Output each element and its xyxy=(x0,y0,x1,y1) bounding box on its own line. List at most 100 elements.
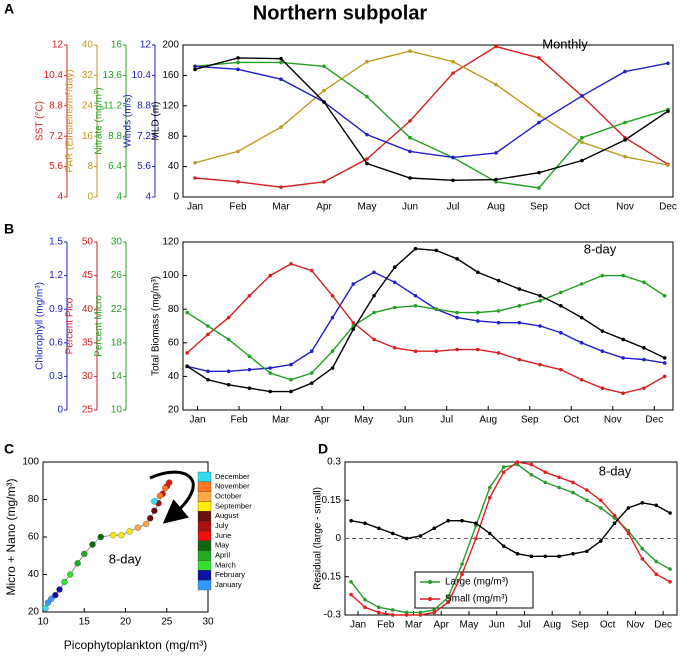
legend-label: Large (mg/m³) xyxy=(445,577,508,588)
data-point xyxy=(579,315,584,320)
y-tick-label: 100 xyxy=(162,270,179,281)
x-tick-label: Apr xyxy=(433,620,449,631)
y-tick-label: 7.2 xyxy=(137,131,151,142)
data-point xyxy=(236,149,240,154)
y-tick-label: 6.4 xyxy=(108,161,122,172)
data-point xyxy=(418,613,423,617)
x-tick-label: Mar xyxy=(272,202,290,213)
y-tick-label: 4 xyxy=(57,192,63,203)
x-tick-label: 15 xyxy=(79,617,91,628)
data-point xyxy=(349,580,353,584)
data-point xyxy=(404,610,409,615)
y-tick-label: 8 xyxy=(87,161,93,172)
series-line xyxy=(186,263,666,394)
colorbar-cell xyxy=(197,570,212,581)
panel-letter: A xyxy=(4,1,14,17)
data-point xyxy=(451,178,455,183)
data-point xyxy=(351,282,356,286)
x-tick-label: 10 xyxy=(37,617,49,628)
data-point xyxy=(668,567,672,571)
y-tick-label: 0 xyxy=(57,405,63,416)
scatter-point xyxy=(67,571,74,578)
annotation: 8-day xyxy=(584,241,617,256)
y-tick-label: 24 xyxy=(82,100,94,111)
data-point xyxy=(460,562,464,566)
data-point xyxy=(621,356,625,360)
data-point xyxy=(537,113,541,117)
data-point xyxy=(476,347,480,352)
data-point xyxy=(476,310,480,315)
data-point xyxy=(247,386,252,390)
data-point xyxy=(432,526,437,531)
data-point xyxy=(537,186,541,190)
data-point xyxy=(460,518,464,523)
series-line xyxy=(194,50,669,166)
data-point xyxy=(501,465,506,469)
data-point xyxy=(496,351,501,355)
data-point xyxy=(626,506,631,510)
x-tick-label: Nov xyxy=(616,202,634,213)
data-point xyxy=(580,94,584,98)
y-tick-label: 80 xyxy=(28,494,40,505)
data-point xyxy=(236,180,240,184)
data-point xyxy=(322,100,326,104)
y-tick-label: 1.5 xyxy=(49,237,63,248)
legend-label: Small (mg/m³) xyxy=(445,594,508,605)
colorbar-label: December xyxy=(215,472,250,481)
data-point xyxy=(279,185,283,189)
data-point xyxy=(559,304,563,308)
scatter-point xyxy=(61,578,68,586)
data-point xyxy=(666,163,670,167)
data-point xyxy=(309,268,314,273)
y-tick-label: 120 xyxy=(162,100,179,111)
y-tick-label: 25 xyxy=(82,405,94,416)
x-tick-label: Mar xyxy=(405,620,423,631)
data-point xyxy=(185,310,189,315)
y-tick-label: 20 xyxy=(168,405,180,416)
data-point xyxy=(408,49,412,53)
data-point xyxy=(668,580,672,584)
x-tick-label: Nov xyxy=(626,620,644,631)
y-tick-label: 0 xyxy=(173,192,179,203)
data-point xyxy=(579,377,584,382)
data-point xyxy=(598,539,603,543)
data-point xyxy=(372,310,376,315)
y-axis-label: MLD (m) xyxy=(151,102,162,141)
trajectory xyxy=(45,482,170,609)
data-point xyxy=(654,559,658,564)
x-axis-label: Picophytoplankton (mg/m³) xyxy=(64,638,207,652)
data-point xyxy=(654,572,658,576)
data-point xyxy=(600,329,605,333)
y-tick-label: 16 xyxy=(82,131,94,142)
data-point xyxy=(226,369,231,374)
data-point xyxy=(668,511,672,515)
x-tick-label: Apr xyxy=(316,202,332,213)
data-point xyxy=(404,613,409,617)
x-tick-label: Sep xyxy=(571,620,589,631)
data-point xyxy=(517,287,522,291)
data-point xyxy=(413,246,418,251)
data-point xyxy=(496,309,501,313)
y-tick-label: 0 xyxy=(335,533,341,544)
y-tick-label: 60 xyxy=(168,337,180,348)
data-point xyxy=(330,293,335,298)
data-point xyxy=(279,60,283,65)
data-point xyxy=(537,120,541,125)
data-point xyxy=(247,293,252,298)
data-point xyxy=(390,613,395,617)
y-tick-label: 40 xyxy=(82,40,94,51)
scatter-point xyxy=(118,531,125,539)
data-point xyxy=(330,366,335,370)
data-point xyxy=(642,280,646,285)
data-point xyxy=(193,64,197,69)
colorbar-cell xyxy=(197,530,212,541)
data-point xyxy=(474,536,478,541)
series-line xyxy=(194,61,669,189)
data-point xyxy=(612,521,617,525)
x-tick-label: Apr xyxy=(314,415,330,426)
x-tick-label: Oct xyxy=(600,620,616,631)
data-point xyxy=(626,531,631,536)
colorbar-cell xyxy=(197,501,212,512)
data-point xyxy=(623,120,627,125)
data-point xyxy=(372,270,376,275)
